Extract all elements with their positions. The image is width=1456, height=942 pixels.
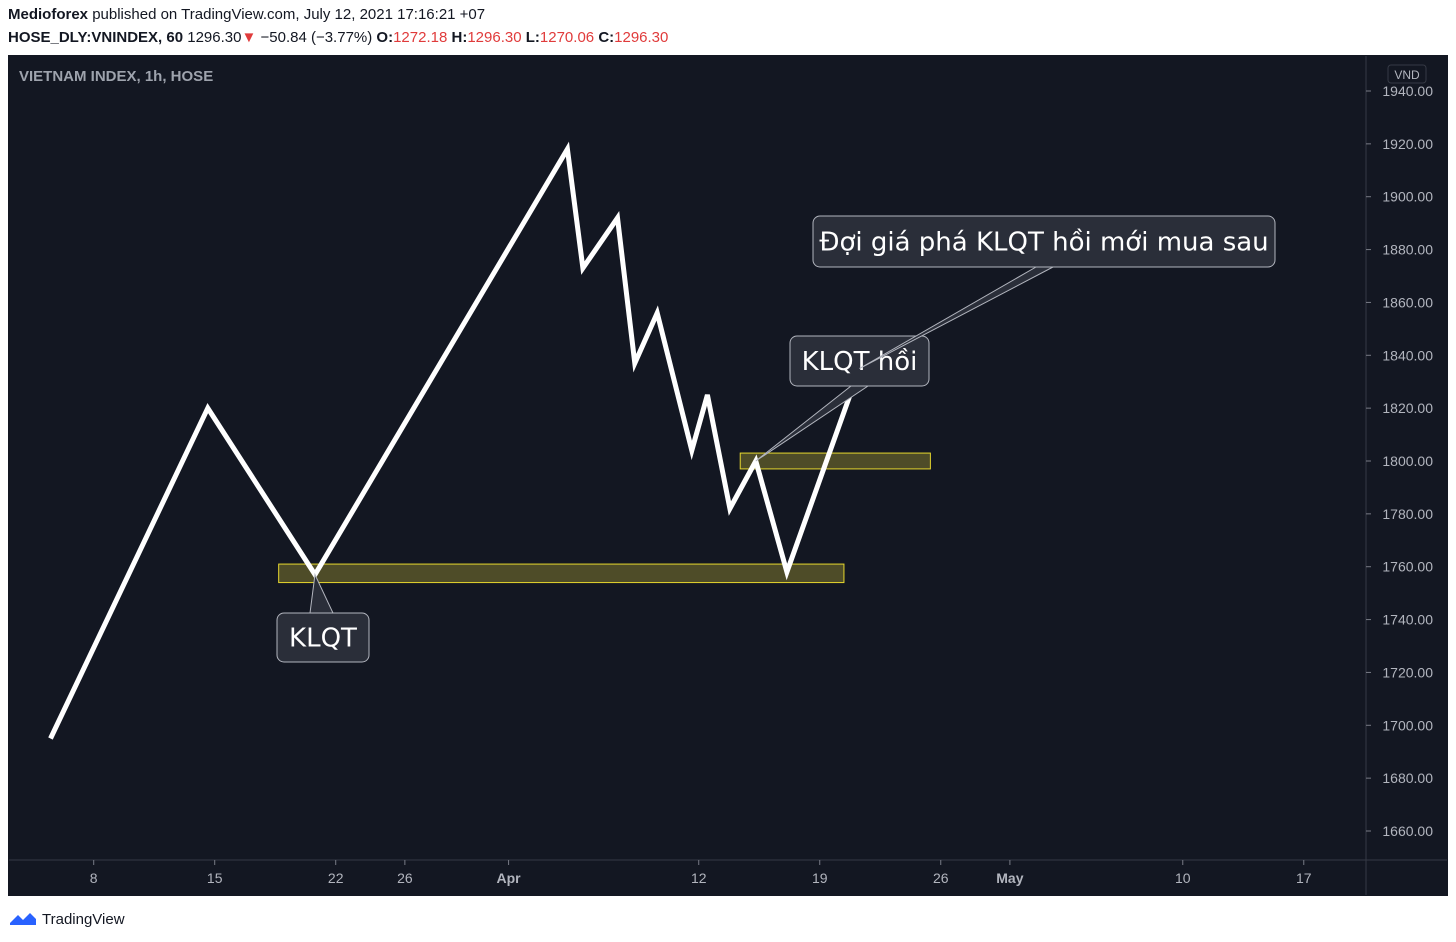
callout-label: Đợi giá phá KLQT hồi mới mua sau	[819, 228, 1268, 258]
x-tick-label: May	[996, 870, 1023, 886]
down-arrow-icon: ▼	[241, 29, 257, 46]
zone-rectangle[interactable]	[278, 563, 845, 584]
x-tick-label: 12	[691, 870, 707, 886]
x-tick-label: 22	[328, 870, 344, 886]
y-tick-label: 1840.00	[1382, 347, 1433, 363]
chart-panel[interactable]	[8, 55, 1448, 896]
y-tick-label: 1940.00	[1382, 83, 1433, 99]
last-price: 1296.30	[187, 29, 242, 46]
publish-text: published on TradingView.com, July 12, 2…	[92, 6, 486, 23]
high-value: 1296.30	[467, 29, 522, 46]
currency-badge[interactable]: VND	[1394, 68, 1420, 82]
close-value: 1296.30	[614, 29, 669, 46]
chart-title: VIETNAM INDEX, 1h, HOSE	[19, 68, 213, 85]
price-change: −50.84 (−3.77%)	[260, 29, 373, 46]
symbol-info-line: HOSE_DLY:VNINDEX, 60 1296.30▼ −50.84 (−3…	[8, 29, 668, 46]
callout-pointer	[755, 385, 870, 462]
callout-label: KLQT	[289, 624, 357, 654]
zone-rectangle[interactable]	[739, 452, 931, 470]
tradingview-logo-icon	[10, 913, 36, 925]
high-label: H:	[451, 29, 468, 46]
close-label: C:	[598, 29, 615, 46]
y-tick-label: 1680.00	[1382, 770, 1433, 786]
y-tick-label: 1760.00	[1382, 559, 1433, 575]
author-name[interactable]: Medioforex	[8, 6, 89, 23]
y-tick-label: 1900.00	[1382, 189, 1433, 205]
callout-pointer	[859, 266, 1054, 369]
y-tick-label: 1740.00	[1382, 612, 1433, 628]
y-tick-label: 1880.00	[1382, 242, 1433, 258]
x-tick-label: 8	[90, 870, 98, 886]
x-tick-label: 15	[207, 870, 223, 886]
low-value: 1270.06	[539, 29, 595, 46]
currency-badge-box	[1387, 64, 1427, 84]
y-tick-label: 1860.00	[1382, 294, 1433, 310]
y-tick-label: 1800.00	[1382, 453, 1433, 469]
x-tick-label: 26	[933, 870, 949, 886]
low-label: L:	[525, 29, 540, 46]
callout-label: KLQT hồi	[802, 347, 918, 377]
brand-name: TradingView	[42, 910, 125, 928]
open-label: O:	[376, 29, 394, 46]
y-tick-label: 1780.00	[1382, 506, 1433, 522]
y-tick-label: 1660.00	[1382, 823, 1433, 839]
x-tick-label: 10	[1175, 870, 1191, 886]
symbol-name: HOSE_DLY:VNINDEX, 60	[8, 29, 184, 46]
y-tick-label: 1720.00	[1382, 664, 1433, 680]
callout-box[interactable]	[276, 612, 370, 663]
callout-box[interactable]	[812, 215, 1276, 268]
y-tick-label: 1820.00	[1382, 400, 1433, 416]
open-value: 1272.18	[393, 29, 448, 46]
x-tick-label: 17	[1296, 870, 1312, 886]
x-tick-label: 26	[397, 870, 413, 886]
y-tick-label: 1700.00	[1382, 717, 1433, 733]
tradingview-branding[interactable]: TradingView	[8, 906, 125, 932]
x-tick-label: Apr	[497, 870, 522, 886]
y-tick-label: 1920.00	[1382, 136, 1433, 152]
price-path-line[interactable]	[48, 141, 862, 740]
x-tick-label: 19	[812, 870, 828, 886]
publish-info: Medioforex published on TradingView.com,…	[8, 6, 485, 23]
